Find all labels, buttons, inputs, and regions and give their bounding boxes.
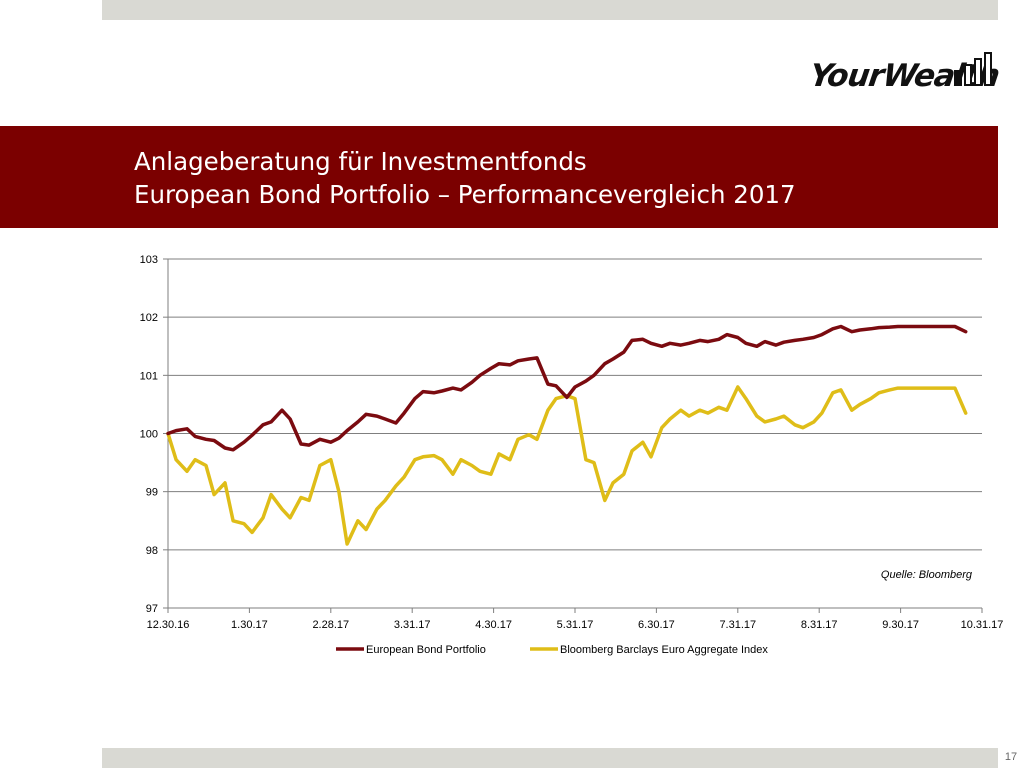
- y-tick-label: 97: [146, 603, 158, 615]
- x-tick-label: 7.31.17: [719, 619, 756, 631]
- x-tick-label: 12.30.16: [147, 619, 190, 631]
- page-number: 17: [1004, 751, 1018, 763]
- x-tick-label: 2.28.17: [312, 619, 349, 631]
- header-band: [0, 126, 998, 228]
- legend-label-2: Bloomberg Barclays Euro Aggregate Index: [560, 644, 768, 656]
- x-tick-label: 4.30.17: [475, 619, 512, 631]
- x-tick-label: 10.31.17: [961, 619, 1004, 631]
- series-line-1: [166, 324, 968, 452]
- bar-chart-icon: [954, 52, 992, 86]
- y-tick-label: 99: [146, 487, 158, 499]
- series-line-2: [166, 385, 968, 546]
- y-tick-label: 101: [140, 370, 158, 382]
- x-tick-label: 6.30.17: [638, 619, 675, 631]
- page-subtitle: European Bond Portfolio – Performancever…: [134, 180, 796, 209]
- x-tick-label: 9.30.17: [882, 619, 919, 631]
- y-tick-label: 98: [146, 545, 158, 557]
- y-tick-label: 103: [140, 254, 158, 266]
- bottom-decor-bar: [102, 748, 998, 768]
- x-tick-label: 5.31.17: [557, 619, 594, 631]
- x-tick-label: 1.30.17: [231, 619, 268, 631]
- y-tick-label: 102: [140, 312, 158, 324]
- page-title: Anlageberatung für Investmentfonds: [134, 147, 587, 176]
- x-tick-label: 8.31.17: [801, 619, 838, 631]
- brand-logo: YourWealth: [807, 48, 1001, 96]
- legend-label-1: European Bond Portfolio: [366, 644, 486, 656]
- source-note: Quelle: Bloomberg: [881, 569, 973, 581]
- x-tick-label: 3.31.17: [394, 619, 431, 631]
- top-decor-bar: [102, 0, 998, 20]
- y-tick-label: 100: [140, 429, 158, 441]
